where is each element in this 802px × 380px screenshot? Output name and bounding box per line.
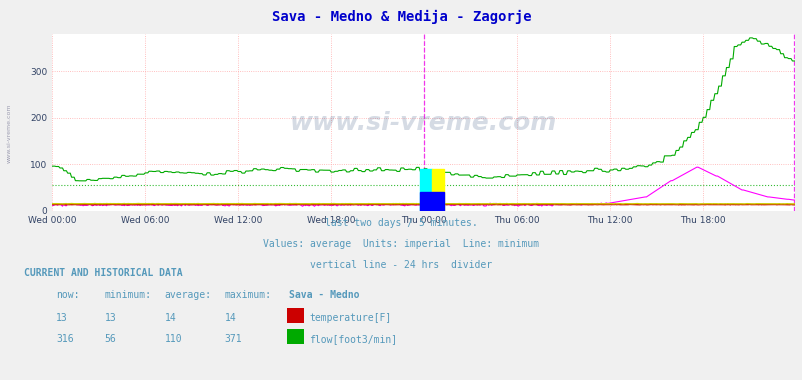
- Bar: [419, 192, 443, 211]
- Text: vertical line - 24 hrs  divider: vertical line - 24 hrs divider: [310, 260, 492, 270]
- Text: temperature[F]: temperature[F]: [309, 313, 391, 323]
- Text: 13: 13: [56, 313, 68, 323]
- Text: www.si-vreme.com: www.si-vreme.com: [290, 111, 557, 135]
- Text: www.si-vreme.com: www.si-vreme.com: [6, 103, 11, 163]
- Text: 14: 14: [164, 313, 176, 323]
- Text: maximum:: maximum:: [225, 290, 272, 300]
- Text: average:: average:: [164, 290, 212, 300]
- Bar: [419, 169, 431, 211]
- Text: flow[foot3/min]: flow[foot3/min]: [309, 334, 397, 344]
- Text: last two days / 5 minutes.: last two days / 5 minutes.: [325, 218, 477, 228]
- Text: Values: average  Units: imperial  Line: minimum: Values: average Units: imperial Line: mi…: [263, 239, 539, 249]
- Text: 371: 371: [225, 334, 242, 344]
- Text: 14: 14: [225, 313, 237, 323]
- Text: 110: 110: [164, 334, 182, 344]
- Text: Sava - Medno & Medija - Zagorje: Sava - Medno & Medija - Zagorje: [271, 10, 531, 24]
- Text: minimum:: minimum:: [104, 290, 152, 300]
- Text: now:: now:: [56, 290, 79, 300]
- Text: 316: 316: [56, 334, 74, 344]
- Text: 56: 56: [104, 334, 116, 344]
- Text: 13: 13: [104, 313, 116, 323]
- Text: Sava - Medno: Sava - Medno: [289, 290, 359, 300]
- Bar: [431, 169, 443, 211]
- Text: CURRENT AND HISTORICAL DATA: CURRENT AND HISTORICAL DATA: [24, 268, 183, 277]
